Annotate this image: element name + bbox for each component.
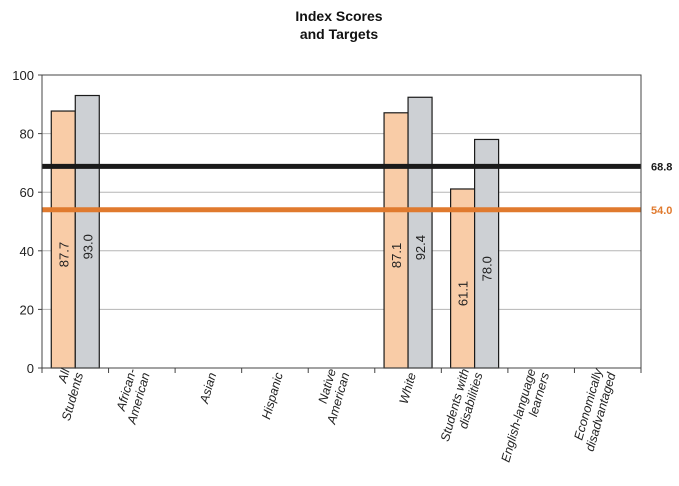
target-lines: 68.8 54.0 — [42, 161, 672, 217]
x-category-label: Asian — [197, 371, 219, 406]
bar-value-label: 93.0 — [80, 234, 95, 259]
bar-value-label: 87.1 — [389, 243, 404, 268]
bar-value-label: 92.4 — [413, 235, 428, 260]
chart-title: Index Scores and Targets — [295, 8, 382, 42]
x-category-label: Hispanic — [259, 370, 286, 421]
x-category-label: English-languagelearners — [499, 367, 553, 468]
bar-value-label: 61.1 — [456, 281, 471, 306]
x-category-label: Students withdisabilities — [438, 367, 486, 447]
y-tick-label: 80 — [20, 127, 34, 142]
y-tick-label: 0 — [27, 361, 34, 376]
x-category-label: White — [397, 371, 419, 406]
bar — [407, 96, 433, 369]
y-tick-label: 60 — [20, 185, 34, 200]
target-label: 54.0 — [651, 205, 672, 217]
title-line: and Targets — [300, 26, 379, 42]
bar-value-label: 78.0 — [480, 256, 495, 281]
bar — [50, 110, 76, 369]
y-tick-label: 100 — [12, 68, 34, 83]
bar — [74, 94, 100, 369]
bar — [450, 188, 476, 369]
x-category-label: African-American — [111, 367, 153, 426]
bars — [50, 94, 500, 369]
title-line: Index Scores — [295, 8, 382, 24]
gridlines — [42, 133, 641, 310]
bar-value-label: 87.7 — [56, 242, 71, 267]
target-label: 68.8 — [651, 161, 672, 173]
x-category-label: NativeAmerican — [311, 367, 353, 426]
bar — [383, 112, 409, 369]
x-category-label: Economicallydisadvantaged — [569, 366, 619, 453]
y-axis-ticks: 0 20 40 60 80 100 — [12, 68, 42, 376]
y-tick-label: 40 — [20, 244, 34, 259]
x-category-label: AllStudents — [46, 366, 87, 422]
plot-frame — [41, 74, 642, 369]
y-tick-label: 20 — [20, 302, 34, 317]
x-axis-categories: AllStudents African-American Asian Hispanic… — [41, 366, 642, 468]
bar — [474, 138, 500, 369]
plot-area — [41, 74, 642, 369]
value-labels: 87.7 93.0 87.1 92.4 61.1 78.0 — [56, 234, 494, 306]
